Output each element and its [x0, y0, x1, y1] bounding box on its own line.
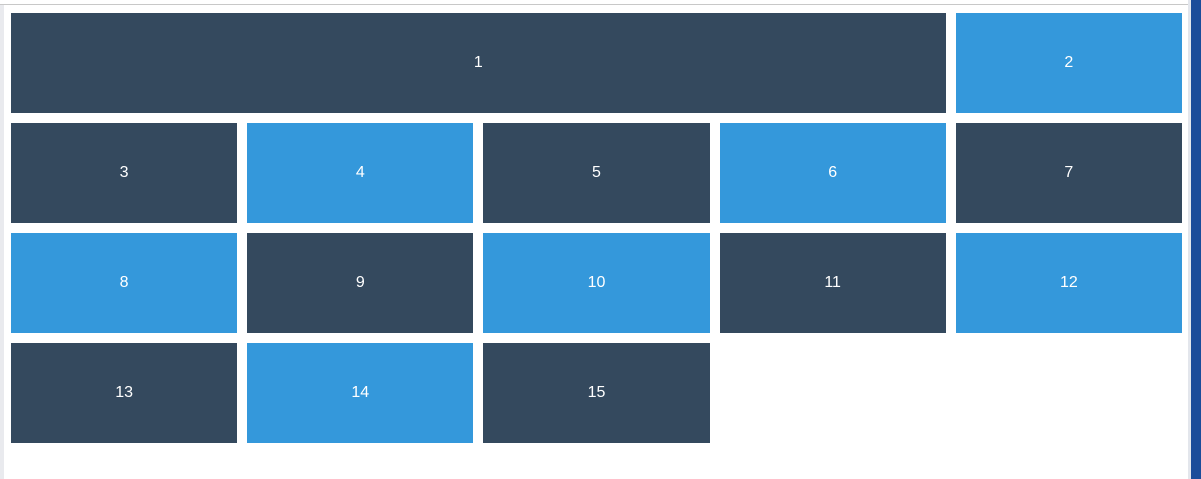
tile-13[interactable]: 13 — [11, 343, 238, 443]
tile-9[interactable]: 9 — [247, 233, 474, 333]
tile-8[interactable]: 8 — [11, 233, 238, 333]
tile-label: 10 — [587, 274, 606, 291]
tile-15[interactable]: 15 — [483, 343, 710, 443]
tile-label: 1 — [473, 54, 483, 71]
tile-label: 13 — [115, 384, 133, 401]
tile-label: 12 — [1059, 274, 1078, 291]
tile-label: 2 — [1064, 54, 1074, 71]
tile-label: 11 — [824, 274, 841, 291]
right-window-edge — [1188, 0, 1191, 479]
tile-label: 4 — [355, 164, 365, 181]
tile-label: 3 — [119, 164, 129, 181]
tile-label: 15 — [587, 384, 606, 401]
tile-1[interactable]: 1 — [11, 13, 946, 113]
top-divider — [0, 4, 1188, 5]
tile-7[interactable]: 7 — [955, 123, 1182, 223]
tile-label: 9 — [355, 274, 365, 291]
tile-4[interactable]: 4 — [247, 123, 474, 223]
tile-label: 8 — [119, 274, 129, 291]
tile-6[interactable]: 6 — [719, 123, 946, 223]
tile-label: 5 — [592, 164, 601, 181]
tile-grid: 1 2 3 4 5 6 7 8 9 10 11 12 13 14 15 — [11, 13, 1182, 443]
tile-2[interactable]: 2 — [955, 13, 1182, 113]
tile-14[interactable]: 14 — [247, 343, 474, 443]
tile-11[interactable]: 11 — [719, 233, 946, 333]
tile-label: 7 — [1064, 164, 1074, 181]
tile-10[interactable]: 10 — [483, 233, 710, 333]
tile-3[interactable]: 3 — [11, 123, 238, 223]
tile-12[interactable]: 12 — [955, 233, 1182, 333]
tile-5[interactable]: 5 — [483, 123, 710, 223]
left-window-edge — [0, 5, 4, 479]
tile-label: 14 — [351, 384, 370, 401]
right-window-bar — [1191, 0, 1201, 479]
tile-label: 6 — [828, 164, 838, 181]
